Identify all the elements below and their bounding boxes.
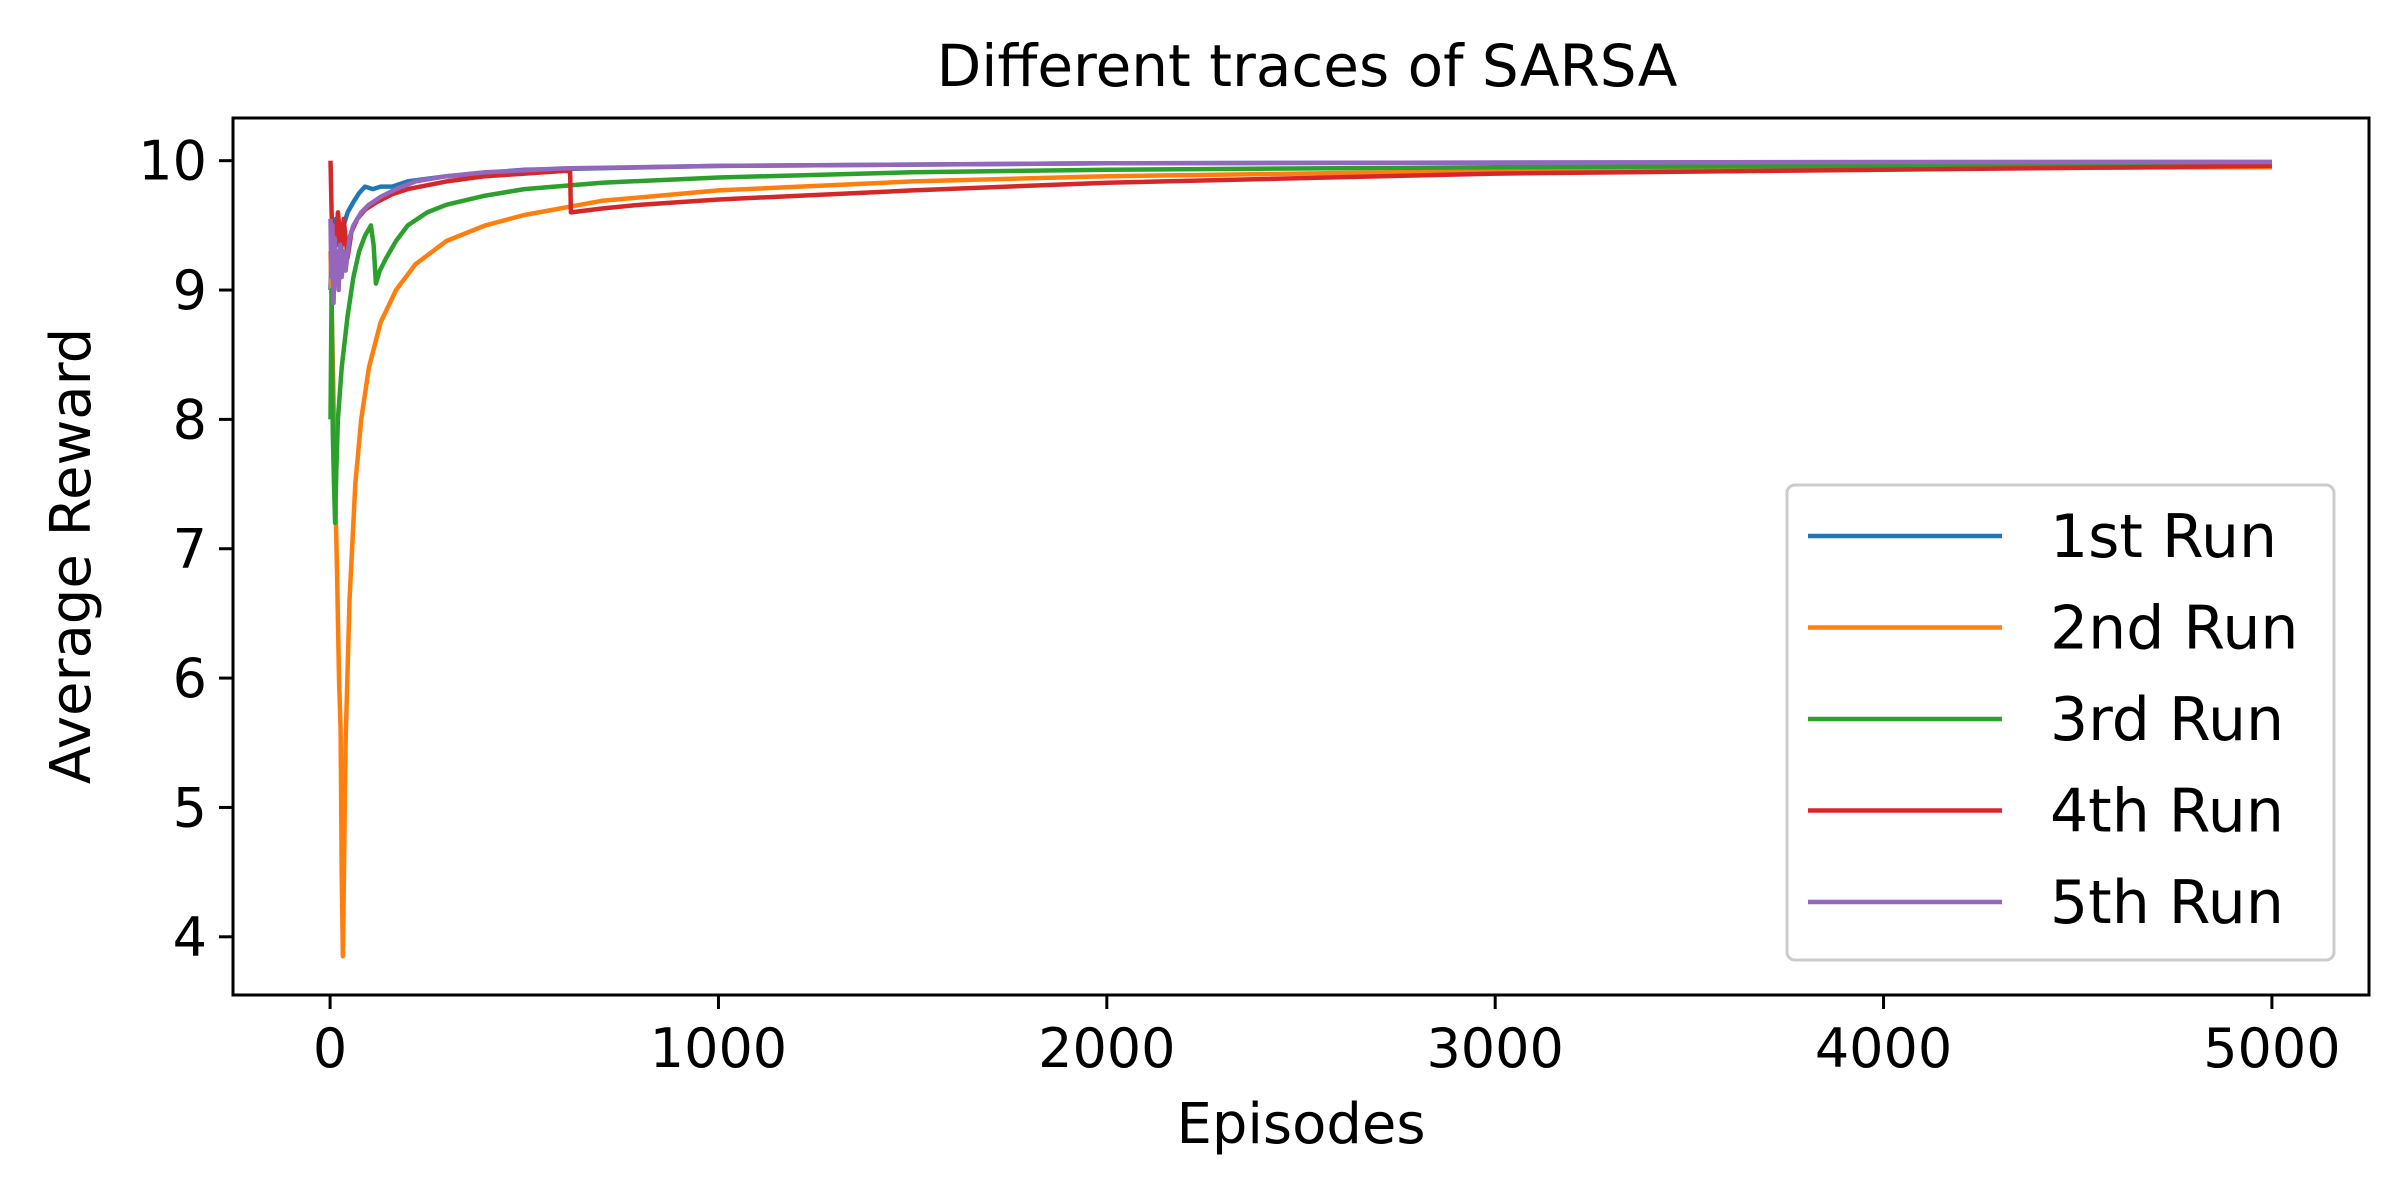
plot-frame [231,116,2371,997]
series-line-3 [328,162,2272,526]
y-tick-label: 6 [173,647,207,710]
y-tick-label: 8 [173,388,207,451]
series-line-2 [328,164,2272,959]
x-tick-label: 0 [313,1017,347,1080]
y-tick-label: 5 [173,776,207,839]
x-tick-label: 5000 [2203,1017,2340,1080]
y-tick-label: 7 [173,518,207,581]
legend-label: 2nd Run [2050,594,2298,664]
series-line-4 [328,160,2272,260]
y-tick-label: 4 [173,906,207,969]
legend-label: 4th Run [2050,777,2284,847]
legend-label: 5th Run [2050,868,2284,938]
legend-box [1785,483,2336,962]
y-tick-label: 9 [173,259,207,322]
legend-label: 3rd Run [2050,685,2284,755]
y-axis-title: Average Reward [39,328,104,784]
series-layer [328,159,2272,959]
y-axis: 4 5 6 7 8 9 10 [138,130,233,969]
legend-label: 1st Run [2050,502,2277,572]
x-tick-label: 2000 [1038,1017,1175,1080]
x-tick-label: 4000 [1815,1017,1952,1080]
x-tick-label: 3000 [1426,1017,1563,1080]
chart-title: Different traces of SARSA [937,32,1678,100]
legend: 1st Run 2nd Run 3rd Run 4th Run 5th Run [1785,483,2336,962]
x-tick-label: 1000 [650,1017,787,1080]
x-axis: 0 1000 2000 3000 4000 5000 [313,995,2341,1080]
x-axis-title: Episodes [1176,1092,1425,1157]
series-line-5 [328,159,2272,306]
y-tick-label: 10 [138,130,207,193]
